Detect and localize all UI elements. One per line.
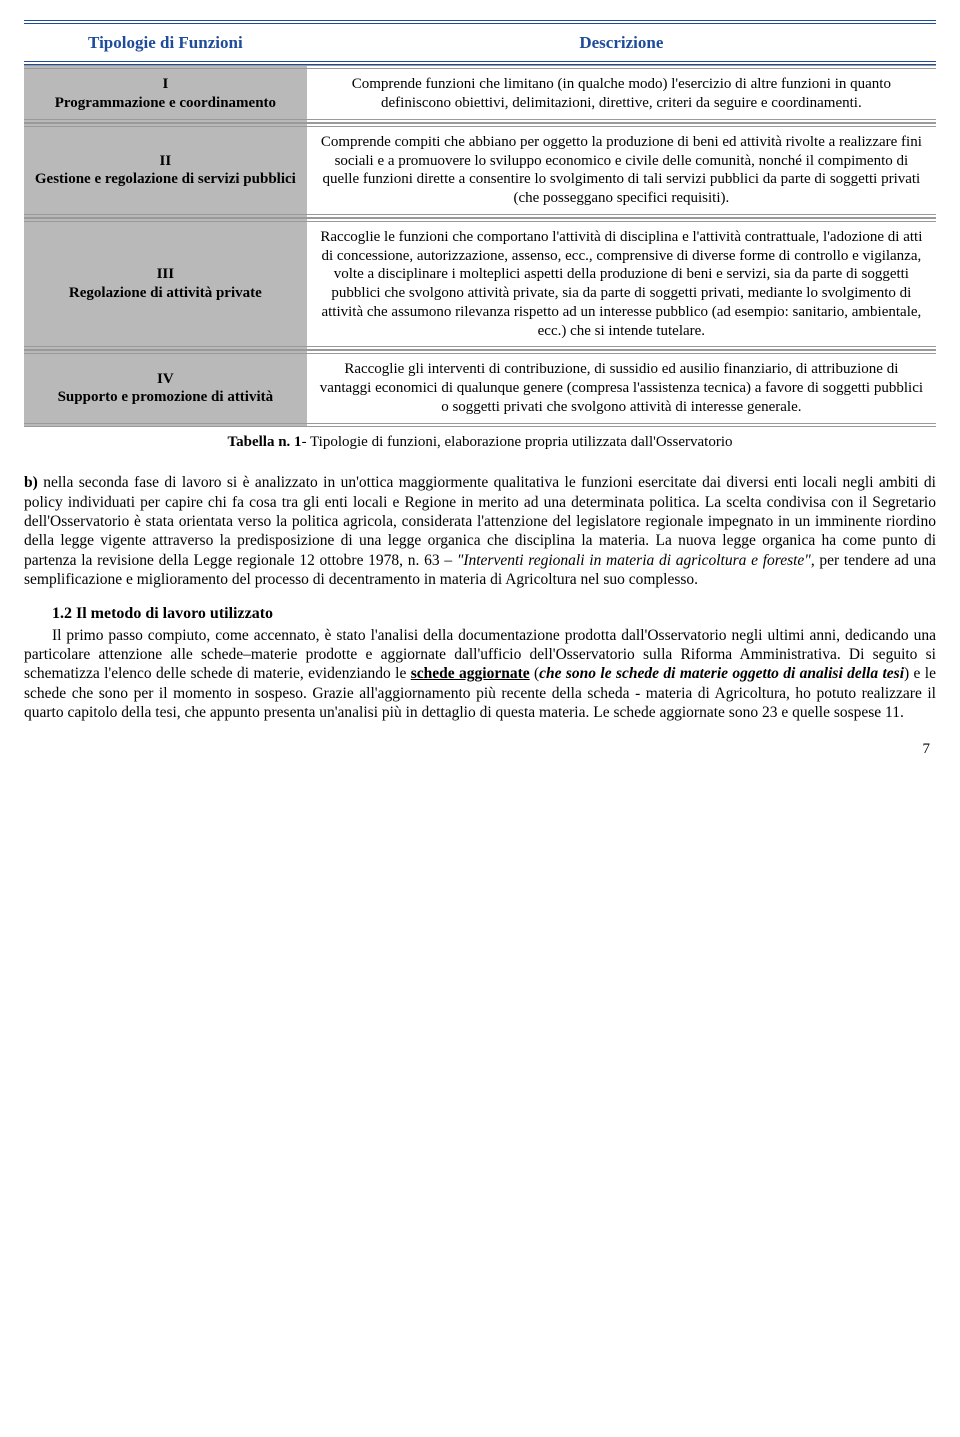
page-number: 7 [24, 740, 936, 759]
paragraph-method: Il primo passo compiuto, come accennato,… [24, 626, 936, 723]
desc-cell: Comprende funzioni che limitano (in qual… [307, 65, 936, 123]
para-italic: "Interventi regionali in materia di agri… [457, 552, 811, 569]
table-header-right: Descrizione [307, 20, 936, 65]
type-label: Programmazione e coordinamento [55, 95, 276, 111]
table-header-left: Tipologie di Funzioni [24, 20, 307, 65]
type-cell: I Programmazione e coordinamento [24, 65, 307, 123]
caption-label: Tabella n. 1 [228, 434, 302, 450]
type-cell: IV Supporto e promozione di attività [24, 350, 307, 426]
type-cell: III Regolazione di attività private [24, 218, 307, 351]
type-label: Gestione e regolazione di servizi pubbli… [35, 171, 296, 187]
type-num: III [157, 266, 175, 282]
desc-cell: Raccoglie gli interventi di contribuzion… [307, 350, 936, 426]
caption-text: - Tipologie di funzioni, elaborazione pr… [302, 434, 733, 450]
table-row: I Programmazione e coordinamento Compren… [24, 65, 936, 123]
paragraph-b: b) nella seconda fase di lavoro si è ana… [24, 473, 936, 589]
type-num: I [162, 76, 168, 92]
type-num: IV [157, 371, 174, 387]
functions-table: Tipologie di Funzioni Descrizione I Prog… [24, 20, 936, 427]
section-heading: 1.2 Il metodo di lavoro utilizzato [52, 604, 936, 624]
type-num: II [160, 153, 172, 169]
table-row: III Regolazione di attività private Racc… [24, 218, 936, 351]
desc-cell: Comprende compiti che abbiano per oggett… [307, 123, 936, 218]
para-bold-italic: che sono le schede di materie oggetto di… [539, 665, 904, 682]
type-label: Regolazione di attività private [69, 285, 262, 301]
desc-cell: Raccoglie le funzioni che comportano l'a… [307, 218, 936, 351]
table-caption: Tabella n. 1- Tipologie di funzioni, ela… [24, 433, 936, 452]
type-label: Supporto e promozione di attività [58, 389, 274, 405]
para-text: ( [530, 665, 540, 682]
table-row: IV Supporto e promozione di attività Rac… [24, 350, 936, 426]
type-cell: II Gestione e regolazione di servizi pub… [24, 123, 307, 218]
para-lead: b) [24, 474, 43, 491]
para-bold-underline: schede aggiornate [411, 665, 530, 682]
table-row: II Gestione e regolazione di servizi pub… [24, 123, 936, 218]
